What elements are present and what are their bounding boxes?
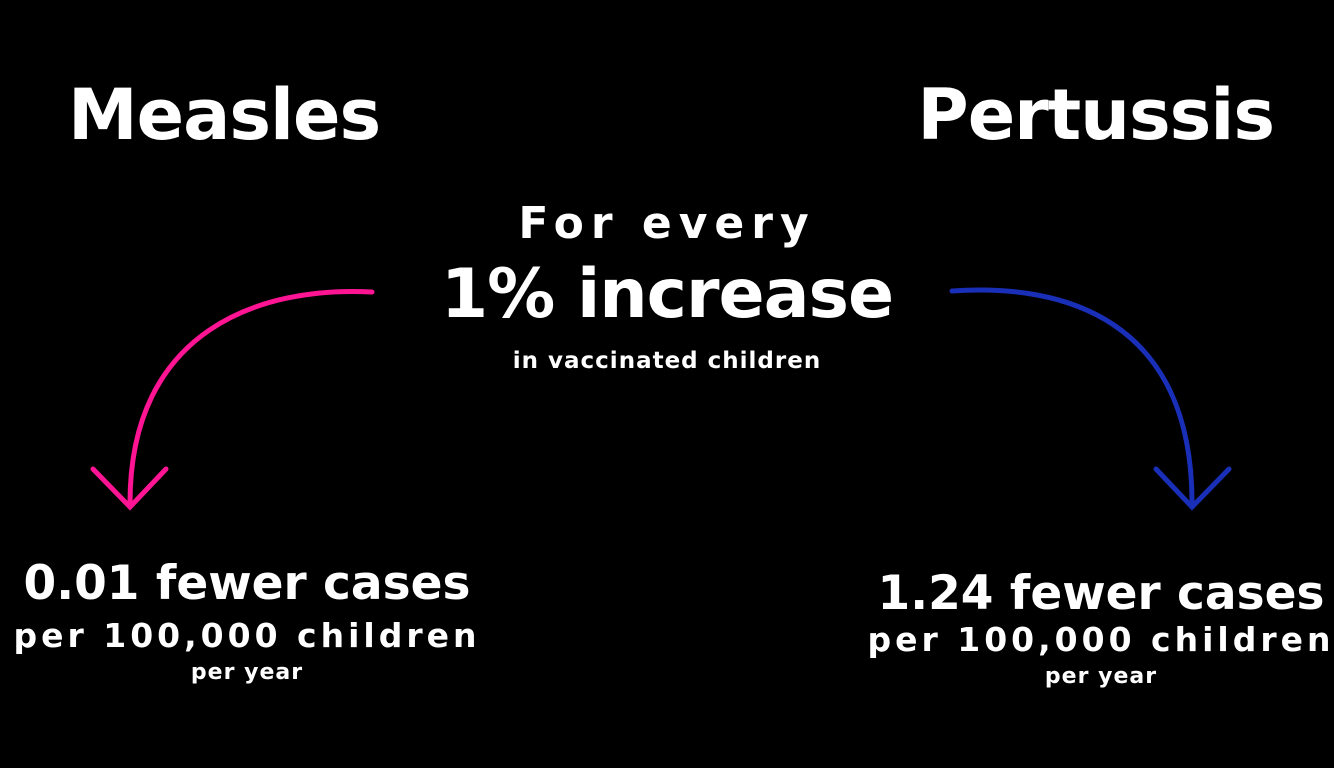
- pertussis-arrow-curve: [949, 287, 1195, 506]
- measles-title: Measles: [68, 74, 381, 156]
- measles-per-children: per 100,000 children: [13, 616, 481, 655]
- pertussis-result: 1.24 fewer cases per 100,000 children pe…: [866, 570, 1334, 688]
- pertussis-per-children: per 100,000 children: [867, 620, 1334, 659]
- measles-result: 0.01 fewer cases per 100,000 children pe…: [12, 560, 482, 684]
- pertussis-arrow-head: [1153, 466, 1232, 511]
- for-every-text: For every: [518, 198, 816, 249]
- measles-arrow-curve: [127, 288, 375, 506]
- measles-per-year: per year: [190, 660, 304, 685]
- measles-arrow-head: [90, 466, 169, 511]
- increase-headline: 1% increase: [440, 255, 894, 334]
- measles-fewer-cases: 0.01 fewer cases: [23, 556, 471, 611]
- vaccinated-children-text: in vaccinated children: [512, 348, 822, 374]
- pertussis-per-year: per year: [1044, 664, 1158, 689]
- pertussis-fewer-cases: 1.24 fewer cases: [877, 566, 1325, 621]
- pertussis-title: Pertussis: [917, 74, 1275, 156]
